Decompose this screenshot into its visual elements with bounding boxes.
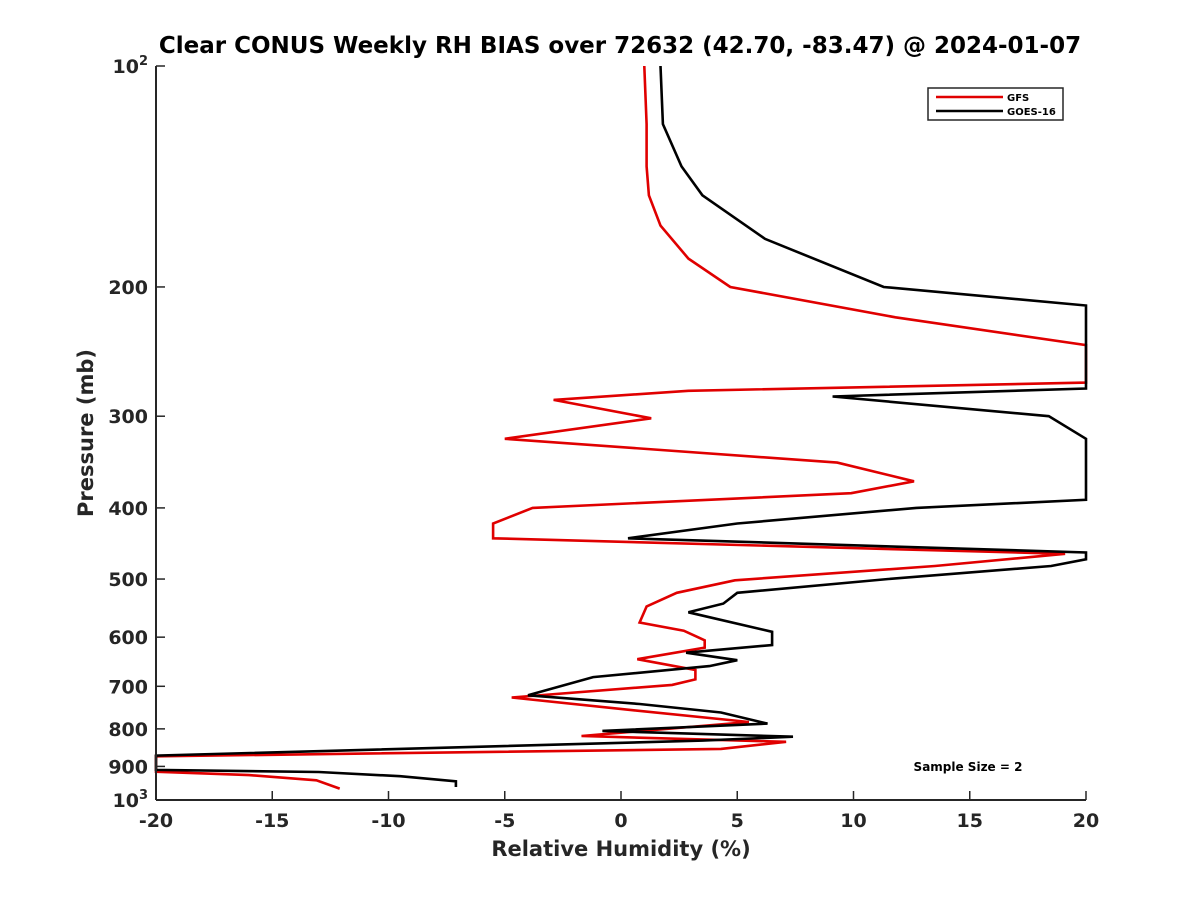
x-tick-label: 15 xyxy=(957,810,983,832)
sample-size-annotation: Sample Size = 2 xyxy=(914,760,1023,774)
y-tick-label: 400 xyxy=(108,498,148,520)
legend-label-gfs: GFS xyxy=(1007,93,1029,104)
y-tick-label: 102 xyxy=(113,54,149,78)
series-layer xyxy=(154,65,1088,790)
y-axis-label: Pressure (mb) xyxy=(74,349,98,517)
legend: GFS GOES-16 xyxy=(927,87,1064,121)
legend-label-goes-16: GOES-16 xyxy=(1007,107,1056,118)
x-tick-label: -15 xyxy=(255,810,289,832)
x-tick-label: 10 xyxy=(840,810,866,832)
x-tick-label: -20 xyxy=(139,810,173,832)
x-tick-label: 0 xyxy=(614,810,627,832)
x-axis-label: Relative Humidity (%) xyxy=(491,837,750,861)
y-tick-label: 600 xyxy=(108,627,148,649)
y-ticks: 102 200 300 400 500 600 700 800 900 103 xyxy=(108,54,165,812)
x-tick-label: 5 xyxy=(731,810,744,832)
y-tick-label: 800 xyxy=(108,719,148,741)
x-tick-label: -10 xyxy=(371,810,405,832)
y-tick-label: 103 xyxy=(113,788,149,812)
legend-box xyxy=(927,87,1064,121)
x-tick-label: -5 xyxy=(494,810,515,832)
y-tick-label: 300 xyxy=(108,406,148,428)
chart-title: Clear CONUS Weekly RH BIAS over 72632 (4… xyxy=(159,33,1081,59)
x-ticks: -20 -15 -10 -5 0 5 10 15 20 xyxy=(139,791,1099,832)
y-tick-label: 900 xyxy=(108,756,148,778)
series-line-goes-16 xyxy=(154,65,1088,787)
y-tick-label: 500 xyxy=(108,569,148,591)
y-tick-label: 200 xyxy=(108,277,148,299)
y-tick-label: 700 xyxy=(108,676,148,698)
series-line-gfs xyxy=(154,65,1088,790)
x-tick-label: 20 xyxy=(1073,810,1099,832)
